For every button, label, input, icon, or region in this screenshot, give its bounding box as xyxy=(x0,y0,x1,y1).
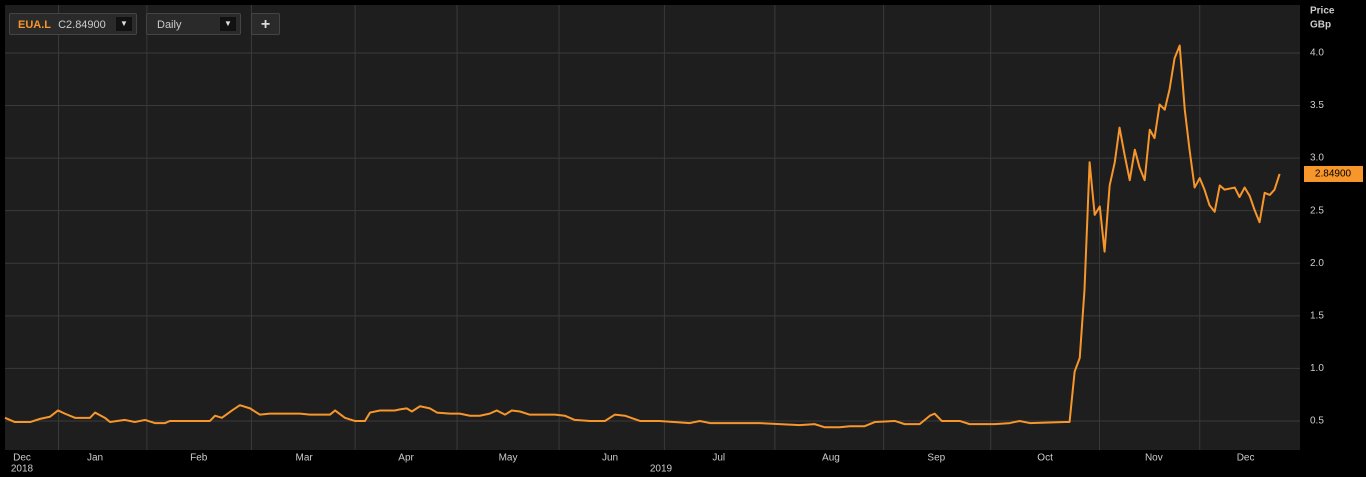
x-tick-label: Jan xyxy=(87,453,103,464)
interval-select[interactable]: Daily ▼ xyxy=(146,13,241,35)
x-tick-label: Dec xyxy=(13,453,31,464)
y-tick-label: 0.5 xyxy=(1310,416,1324,427)
symbol-select[interactable]: EUA.L C2.84900 ▼ xyxy=(9,13,137,35)
x-tick-label: Jul xyxy=(712,453,725,464)
y-tick-label: 2.0 xyxy=(1310,258,1324,269)
dropdown-arrow: ▼ xyxy=(116,17,132,31)
symbol: EUA.L xyxy=(18,19,51,31)
dropdown-arrow: ▼ xyxy=(220,17,236,31)
add-button[interactable]: + xyxy=(251,13,280,35)
interval: Daily xyxy=(157,19,182,31)
x-tick-label: Aug xyxy=(822,453,840,464)
plot-area xyxy=(5,5,1300,450)
y-tick-label: 3.0 xyxy=(1310,153,1324,164)
close-prefix: C xyxy=(58,19,67,31)
x-tick-label: Sep xyxy=(927,453,945,464)
price-line xyxy=(4,44,1281,429)
add: + xyxy=(260,16,271,33)
x-tick-label: Apr xyxy=(398,453,414,464)
x-tick-label: Feb xyxy=(190,453,208,464)
last-price-box xyxy=(1304,165,1363,182)
year-label: 2019 xyxy=(650,464,673,475)
x-tick-label: Dec xyxy=(1237,453,1255,464)
last-price-label: 2.84900 xyxy=(1315,169,1352,180)
x-tick-label: May xyxy=(499,453,518,464)
x-tick-label: Nov xyxy=(1145,453,1163,464)
y-label: Price xyxy=(1310,6,1335,17)
year-label: 2018 xyxy=(11,464,34,475)
y-tick-label: 2.5 xyxy=(1310,205,1324,216)
x-tick-label: Jun xyxy=(602,453,618,464)
x-tick-label: Oct xyxy=(1037,453,1053,464)
y-tick-label: 3.5 xyxy=(1310,100,1324,111)
y-tick-label: 1.5 xyxy=(1310,310,1324,321)
close: 2.84900 xyxy=(66,19,106,31)
y-tick-label: 4.0 xyxy=(1310,48,1324,59)
y-unit: GBp xyxy=(1310,20,1331,31)
x-tick-label: Mar xyxy=(295,453,313,464)
y-tick-label: 1.0 xyxy=(1310,363,1324,374)
